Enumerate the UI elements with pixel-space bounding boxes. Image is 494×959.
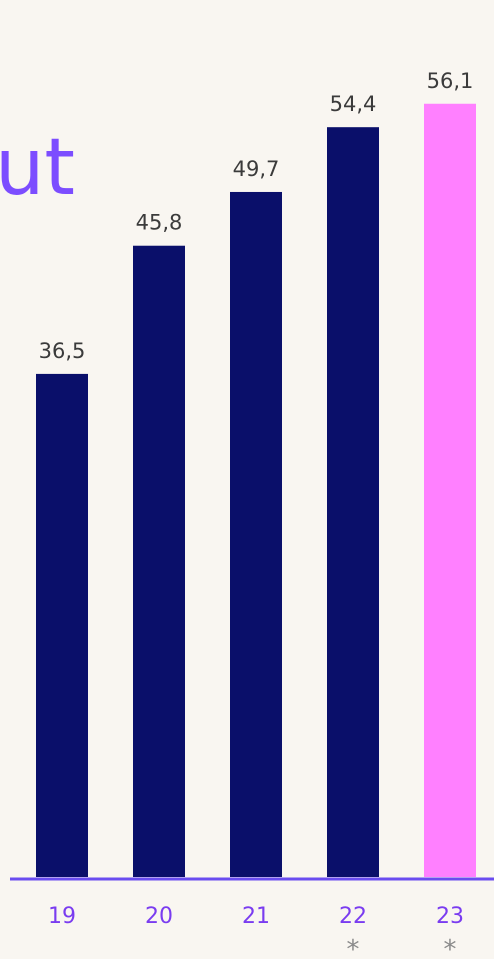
bar-21 — [230, 191, 282, 878]
x-tick-label-23: 23 — [436, 904, 464, 929]
x-tick-label-19: 19 — [48, 904, 76, 929]
value-label-22: 54,4 — [330, 92, 377, 116]
bar-19 — [36, 373, 88, 877]
value-label-21: 49,7 — [233, 157, 280, 181]
bar-20 — [133, 245, 185, 877]
footnote-marker-23: * — [442, 935, 458, 959]
value-label-23: 56,1 — [427, 69, 474, 93]
value-label-20: 45,8 — [136, 211, 183, 235]
title-fragment: ut — [0, 123, 75, 213]
x-tick-label-21: 21 — [242, 904, 270, 929]
x-tick-label-20: 20 — [145, 904, 173, 929]
footnote-marker-22: * — [345, 935, 361, 959]
value-label-19: 36,5 — [39, 339, 86, 363]
bar-23 — [424, 103, 476, 877]
bar-22 — [327, 127, 379, 878]
x-tick-label-22: 22 — [339, 904, 367, 929]
